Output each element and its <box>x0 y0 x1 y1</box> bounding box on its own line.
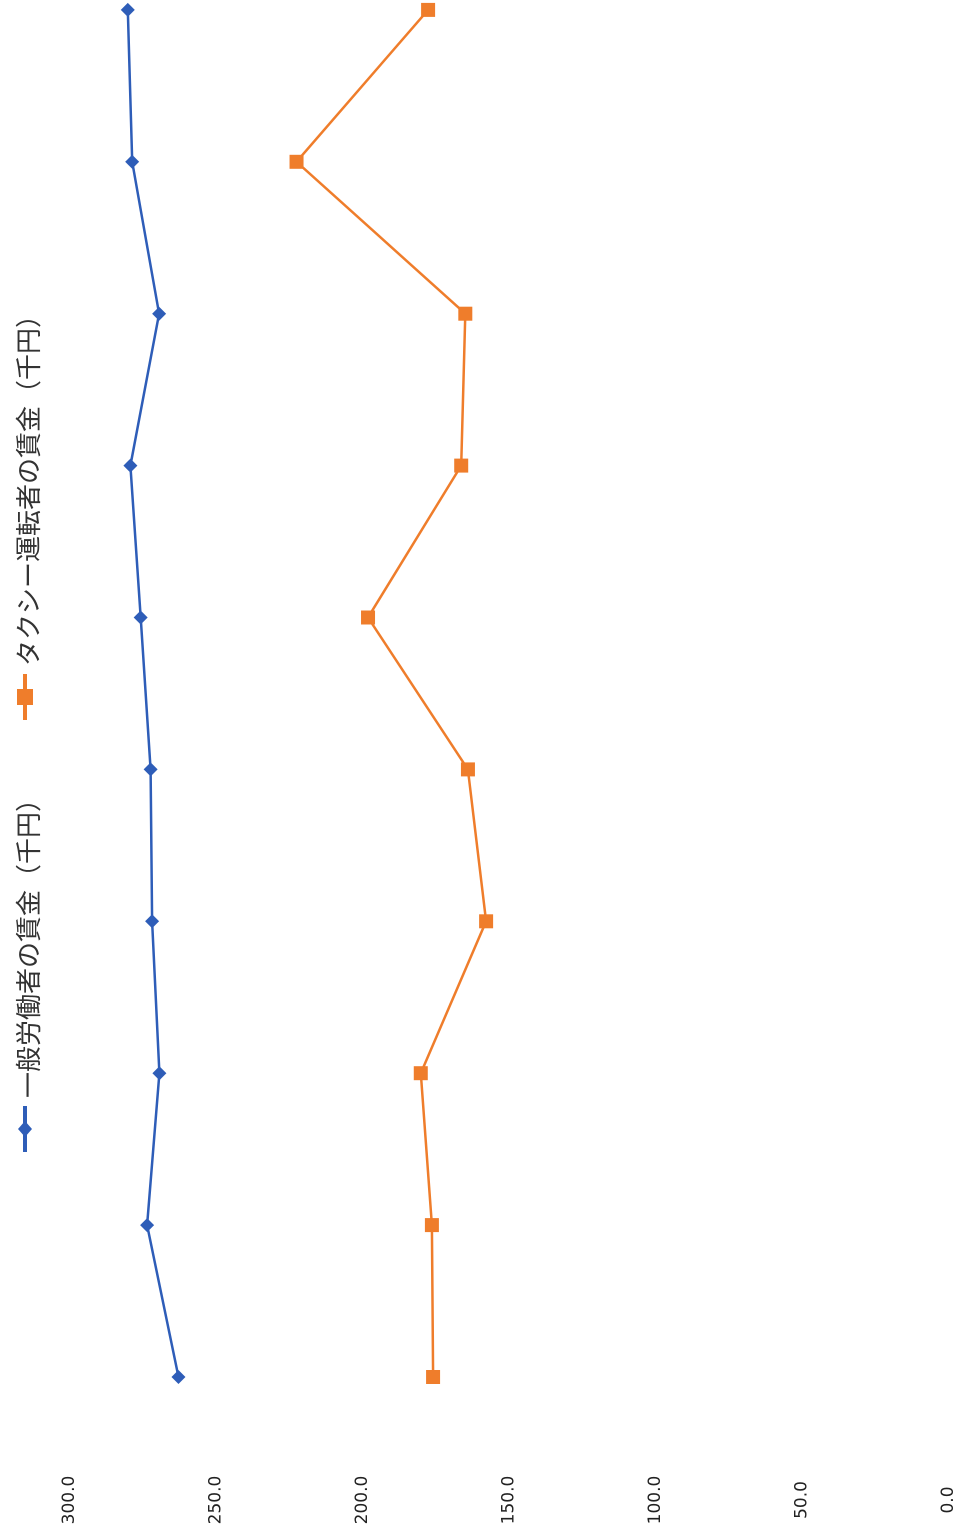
series-1 <box>120 2 186 1384</box>
legend-square-marker <box>17 689 33 705</box>
data-point-diamond <box>123 458 138 473</box>
y-axis-ticks: 0.0 50.0 100.0 150.0 200.0 250.0 300.0 <box>59 1476 957 1525</box>
data-point-square <box>460 762 475 777</box>
data-point-diamond <box>152 1066 167 1081</box>
data-point-diamond <box>133 610 148 625</box>
data-point-diamond <box>125 154 140 169</box>
data-point-square <box>426 1370 441 1384</box>
y-tick-label: 150.0 <box>499 1476 519 1525</box>
data-point-diamond <box>145 914 160 929</box>
y-tick-label: 200.0 <box>352 1476 372 1525</box>
data-point-diamond <box>120 2 135 17</box>
legend-label-general-workers: 一般労働者の賃金（千円） <box>15 786 45 1098</box>
y-tick-label: 300.0 <box>59 1476 79 1525</box>
data-point-square <box>479 914 494 929</box>
data-point-square <box>361 610 376 625</box>
legend-diamond-marker <box>18 1121 32 1137</box>
data-point-diamond <box>171 1370 186 1384</box>
legend: 一般労働者の賃金（千円） タクシー運転者の賃金（千円） <box>15 302 45 1152</box>
legend-item-taxi-drivers: タクシー運転者の賃金（千円） <box>15 302 45 720</box>
series-line <box>294 9 488 1378</box>
data-point-diamond <box>143 762 158 777</box>
data-point-square <box>413 1066 428 1081</box>
y-tick-label: 250.0 <box>206 1476 226 1525</box>
legend-label-taxi-drivers: タクシー運転者の賃金（千円） <box>15 302 45 666</box>
data-point-diamond <box>140 1218 155 1233</box>
data-point-square <box>454 458 469 473</box>
y-tick-label: 100.0 <box>645 1476 665 1525</box>
legend-item-general-workers: 一般労働者の賃金（千円） <box>15 786 45 1152</box>
y-tick-label: 50.0 <box>792 1481 812 1519</box>
series-2 <box>289 2 494 1384</box>
series-line <box>126 9 180 1378</box>
data-point-square <box>458 306 473 321</box>
data-point-square <box>424 1218 439 1233</box>
data-point-square <box>289 154 304 169</box>
data-point-square <box>421 2 436 17</box>
data-point-diamond <box>152 306 167 321</box>
y-tick-label: 0.0 <box>938 1486 957 1513</box>
plot-area <box>120 2 494 1384</box>
